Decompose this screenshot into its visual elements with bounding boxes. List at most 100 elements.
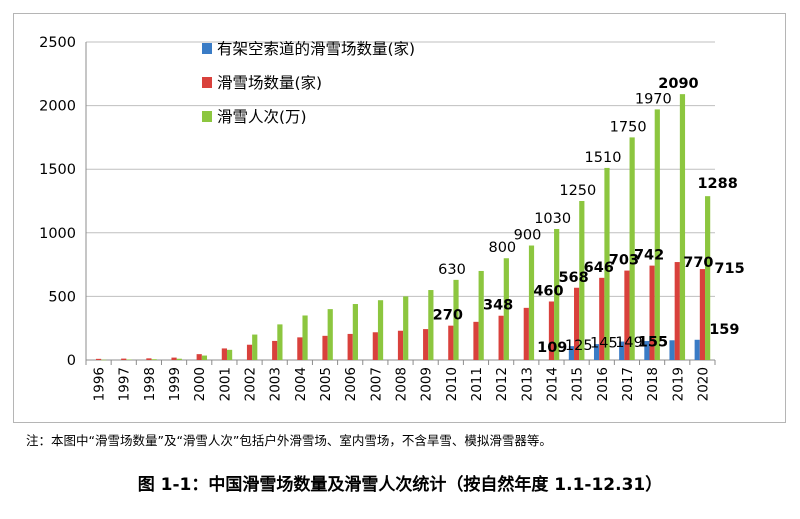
resort-count-bar xyxy=(121,358,127,360)
resort-count-bar xyxy=(548,301,555,360)
figure-caption: 图 1-1：中国滑雪场数量及滑雪人次统计（按自然年度 1.1-12.31） xyxy=(137,475,663,495)
data-label: 1288 xyxy=(697,176,737,192)
skier-visits-bar xyxy=(428,290,434,360)
x-tick-label: 2001 xyxy=(217,367,233,401)
data-label: 159 xyxy=(709,322,739,338)
resort-count-bar xyxy=(523,307,529,360)
x-tick-label: 2006 xyxy=(343,367,359,401)
data-label: 2090 xyxy=(658,76,698,92)
x-tick-label: 2011 xyxy=(469,367,485,401)
resort-count-bar xyxy=(699,269,706,360)
data-label: 770 xyxy=(683,255,713,271)
skier-visits-bar xyxy=(352,304,358,360)
skier-visits-bar xyxy=(579,201,585,360)
cableway-resort-bar xyxy=(644,341,650,360)
data-label: 568 xyxy=(558,270,588,286)
resort-count-bar xyxy=(674,262,680,360)
legend-label: 有架空索道的滑雪场数量(家) xyxy=(217,40,415,58)
resort-count-bar xyxy=(448,325,454,360)
resort-count-bar xyxy=(599,277,605,360)
skier-visits-bar xyxy=(101,359,107,361)
x-tick-label: 2000 xyxy=(192,367,208,401)
legend-swatch xyxy=(202,43,212,54)
x-tick-label: 2004 xyxy=(293,367,309,401)
y-tick-label: 2000 xyxy=(39,99,76,115)
x-tick-label: 2013 xyxy=(519,367,535,401)
y-tick-label: 1000 xyxy=(39,226,76,242)
resort-count-bar xyxy=(397,330,404,360)
skier-visits-bar xyxy=(377,300,384,360)
data-label: 125 xyxy=(565,338,593,354)
resort-count-bar xyxy=(95,358,102,360)
resort-count-bar xyxy=(649,265,655,360)
data-label: 1750 xyxy=(610,119,647,135)
skier-visits-bar xyxy=(478,270,484,360)
x-tick-label: 2010 xyxy=(444,367,460,401)
resort-count-bar xyxy=(246,344,253,360)
cableway-resort-bar xyxy=(669,340,675,360)
skier-visits-bar xyxy=(528,245,535,360)
x-tick-label: 2012 xyxy=(494,367,510,401)
x-tick-label: 2016 xyxy=(595,367,611,401)
y-tick-label: 500 xyxy=(48,289,76,305)
legend-label: 滑雪场数量(家) xyxy=(217,74,322,92)
skier-visits-bar xyxy=(126,359,132,360)
skier-visits-bar xyxy=(679,94,686,360)
x-tick-label: 2007 xyxy=(368,367,384,401)
data-label: 145 xyxy=(590,336,618,352)
x-tick-label: 2015 xyxy=(570,367,586,401)
cableway-resort-bar xyxy=(568,346,575,360)
resort-count-bar xyxy=(574,287,580,360)
data-label: 715 xyxy=(714,261,744,277)
cableway-resort-bar xyxy=(619,341,625,360)
cableway-resort-bar xyxy=(593,344,600,360)
chart-frame: 0 500 1000 1500 2000 2500 1996 1997 1998 1999 2000… xyxy=(13,13,786,423)
resort-count-bar xyxy=(347,333,353,360)
data-label: 460 xyxy=(533,283,563,299)
data-label: 270 xyxy=(433,308,463,324)
skier-visits-bar xyxy=(327,309,333,360)
resort-count-bar xyxy=(423,329,429,360)
resort-count-bar xyxy=(624,270,630,360)
data-label: 155 xyxy=(638,334,668,350)
cableway-resort-bar xyxy=(694,339,700,360)
x-tick-label: 2014 xyxy=(544,367,560,401)
resort-count-bar xyxy=(473,321,479,360)
skier-visits-bar xyxy=(403,296,409,360)
x-tick-label: 2018 xyxy=(645,367,661,401)
x-tick-label: 2002 xyxy=(243,367,259,401)
data-label: 149 xyxy=(615,335,643,351)
x-tick-label: 2020 xyxy=(695,367,711,401)
data-label: 1510 xyxy=(585,150,622,166)
legend-label: 滑雪人次(万) xyxy=(217,108,307,126)
skier-visits-bar xyxy=(503,258,509,360)
resort-count-bar xyxy=(221,348,227,360)
data-label: 800 xyxy=(488,240,516,256)
skier-visits-bar xyxy=(176,358,182,360)
legend-swatch xyxy=(202,77,212,88)
y-tick-label: 0 xyxy=(67,353,76,369)
resort-count-bar xyxy=(322,335,328,360)
resort-count-bar xyxy=(498,315,504,360)
skier-visits-bar xyxy=(226,349,233,360)
data-label: 646 xyxy=(584,260,614,276)
resort-count-bar xyxy=(297,337,303,360)
x-tick-label: 1996 xyxy=(92,367,108,401)
y-tick-label: 2500 xyxy=(39,35,76,51)
x-tick-label: 2003 xyxy=(268,367,284,401)
resort-count-bar xyxy=(196,354,202,360)
x-tick-label: 1998 xyxy=(142,367,158,401)
skier-visits-bar xyxy=(604,167,610,360)
skier-visits-bar xyxy=(705,196,711,360)
x-tick-label: 2008 xyxy=(394,367,410,401)
chart-note: 注：本图中“滑雪场数量”及“滑雪人次”包括户外滑雪场、室内雪场，不含旱雪、模拟滑… xyxy=(26,433,552,448)
data-label: 1250 xyxy=(559,183,596,199)
skier-visits-bar xyxy=(252,334,258,360)
skier-visits-bar xyxy=(201,355,208,360)
data-label: 109 xyxy=(537,340,567,356)
skier-visits-bar xyxy=(302,315,308,360)
skier-visits-bar xyxy=(629,137,635,360)
data-label: 703 xyxy=(609,253,639,269)
resort-count-bar xyxy=(171,357,177,360)
data-label: 1970 xyxy=(635,91,672,107)
